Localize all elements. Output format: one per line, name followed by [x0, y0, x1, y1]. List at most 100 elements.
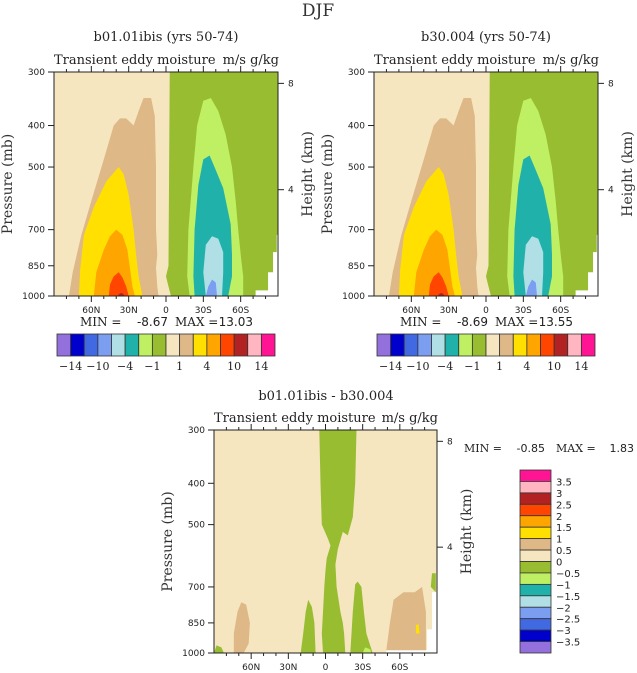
figure-title: DJF: [302, 1, 334, 21]
colorbar-label: −14: [379, 360, 402, 373]
colorbar-swatch: [111, 333, 126, 357]
colorbar-label: −1: [556, 580, 571, 591]
panel-right-subtitle: m/s g/kg: [223, 53, 279, 68]
y-right-tick-label: 8: [608, 79, 614, 89]
contour-fill: [413, 229, 455, 296]
y-tick-label: 300: [28, 68, 45, 78]
colorbar-swatch: [260, 333, 276, 357]
colorbar-label: 1: [556, 535, 562, 546]
colorbar-label: 1.5: [556, 523, 572, 534]
contour-plot: [54, 72, 278, 296]
colorbar-label: 2.5: [556, 500, 572, 511]
colorbar-swatch: [471, 333, 487, 357]
panel-model-b: b30.004 (yrs 50-74) Transient eddy moist…: [320, 30, 636, 373]
min-value: -0.85: [517, 442, 545, 455]
colorbar-swatch: [519, 526, 552, 540]
colorbar-label: 0: [556, 558, 562, 569]
colorbar-swatch: [151, 333, 167, 357]
contour-fill: [437, 293, 445, 296]
y-tick-label: 300: [188, 426, 205, 436]
colorbar-swatch: [519, 572, 552, 585]
max-value: 13.55: [539, 315, 573, 329]
y-right-axis-label: Height (km): [459, 489, 475, 575]
y-right-tick-label: 4: [288, 186, 294, 196]
missing-data: [575, 234, 598, 296]
colorbar-swatch: [519, 538, 552, 551]
y-tick-label: 300: [348, 68, 365, 78]
colorbar-swatch: [458, 333, 473, 357]
contour-plot: [374, 72, 598, 296]
y-tick-label: 500: [28, 163, 45, 173]
y-right-tick-label: 4: [608, 186, 614, 196]
colorbar-label: −0.5: [556, 569, 580, 580]
colorbar-swatch: [526, 333, 541, 357]
y-axis-label: Pressure (mb): [0, 134, 16, 234]
panel-left-subtitle: Transient eddy moisture: [374, 53, 536, 68]
colorbar-label: −4: [117, 360, 133, 373]
min-value: -8.67: [137, 315, 168, 329]
colorbar-swatch: [165, 333, 181, 357]
contour-fill: [108, 272, 129, 296]
colorbar-label: 10: [547, 360, 561, 373]
y-right-tick-label: 8: [288, 79, 294, 89]
contour-fill: [415, 624, 420, 634]
colorbar-label: 1: [176, 360, 183, 373]
max-value: 1.83: [610, 442, 635, 455]
max-label: MAX =: [495, 315, 538, 329]
contour-fill: [300, 599, 316, 653]
y-tick-label: 400: [28, 122, 45, 132]
colorbar-swatch: [519, 503, 552, 517]
colorbar-label: −14: [59, 360, 82, 373]
colorbar-swatch: [519, 583, 552, 597]
y-tick-label: 1000: [182, 649, 205, 659]
contour-fill: [117, 293, 125, 296]
contour-fill: [430, 573, 436, 593]
contour-fill: [525, 279, 537, 296]
panel-model-a: b01.01ibis (yrs 50-74) Transient eddy mo…: [0, 30, 316, 373]
colorbar-label: 1: [496, 360, 503, 373]
colorbar-label: 14: [254, 360, 268, 373]
colorbar-swatch: [376, 333, 392, 357]
contour-fill: [205, 279, 217, 296]
panel-difference: b01.01ibis - b30.004 Transient eddy mois…: [160, 389, 634, 673]
colorbar-label: 3.5: [556, 477, 572, 488]
panel-left-subtitle: Transient eddy moisture: [54, 53, 216, 68]
colorbar-label: −1: [144, 360, 160, 373]
colorbar-swatch: [179, 333, 194, 357]
x-tick-label: 0: [483, 306, 489, 316]
colorbar-label: −10: [86, 360, 109, 373]
colorbar: 3.532.521.510.50−0.5−1−1.5−2−2.5−3−3.5: [519, 469, 580, 654]
contour-fill: [214, 645, 224, 653]
colorbar-swatch: [519, 641, 552, 654]
x-tick-label: 30N: [440, 306, 458, 316]
colorbar: −14 −10 −4 −1 1 4 10 14: [56, 333, 276, 373]
colorbar-swatch: [580, 333, 596, 357]
contour-fill: [233, 602, 250, 653]
y-right-tick-label: 4: [447, 543, 453, 553]
colorbar-swatch: [512, 333, 528, 357]
colorbar-swatch: [519, 618, 552, 631]
y-tick-label: 400: [348, 122, 365, 132]
colorbar-swatch: [485, 333, 501, 357]
colorbar-label: 2: [556, 512, 562, 523]
colorbar-swatch: [499, 333, 514, 357]
missing-data: [255, 234, 278, 296]
x-tick-label: 60N: [242, 663, 260, 673]
y-tick-label: 700: [188, 583, 205, 593]
colorbar-swatch: [83, 333, 99, 357]
contour-fill: [350, 581, 373, 653]
contour-plot: [214, 430, 437, 653]
y-axis-label: Pressure (mb): [320, 134, 336, 234]
contour-fill: [203, 236, 224, 296]
x-tick-label: 60S: [391, 663, 408, 673]
x-tick-label: 30N: [120, 306, 138, 316]
colorbar-label: −4: [437, 360, 453, 373]
y-axis-label: Pressure (mb): [160, 491, 176, 591]
y-tick-label: 700: [28, 226, 45, 236]
colorbar-swatch: [390, 333, 405, 357]
colorbar-swatch: [540, 333, 555, 357]
colorbar-swatch: [70, 333, 85, 357]
colorbar-swatch: [233, 333, 249, 357]
y-right-axis-label: Height (km): [300, 131, 316, 217]
